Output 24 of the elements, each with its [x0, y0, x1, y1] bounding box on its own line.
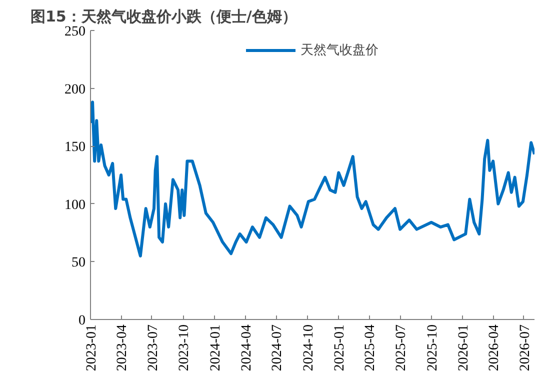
y-tick-label: 100 — [64, 198, 86, 213]
line-series — [90, 100, 534, 258]
x-tick-label: 2024-07 — [270, 324, 286, 372]
x-tick-label: 2024-04 — [239, 324, 254, 372]
x-tick-label: 2025-04 — [363, 324, 378, 372]
x-tick-label: 2023-04 — [115, 324, 130, 372]
x-tick-label: 2025-01 — [332, 324, 348, 372]
x-tick-label: 2026-04 — [487, 324, 502, 372]
y-tick-label: 200 — [64, 82, 86, 98]
chart-title: 图15：天然气收盘价小跌（便士/色姆） — [30, 8, 297, 26]
x-tick-label: 2023-10 — [177, 324, 192, 372]
y-tick-label: 150 — [64, 140, 86, 156]
x-tick-label: 2025-10 — [425, 324, 440, 372]
x-tick-label: 2025-07 — [394, 324, 410, 372]
x-tick-label: 2026-01 — [456, 324, 472, 372]
x-tick-label: 2024-01 — [208, 324, 224, 372]
x-tick-label: 2023-07 — [146, 324, 161, 372]
y-tick-label: 250 — [64, 24, 86, 40]
x-tick-label: 2026-07 — [518, 324, 533, 372]
y-tick-label: 50 — [72, 256, 86, 271]
legend-label: 天然气收盘价 — [300, 42, 378, 59]
x-tick-label: 2024-10 — [301, 324, 316, 372]
x-tick-label: 2023-01 — [84, 324, 100, 372]
y-tick-label: 0 — [78, 314, 86, 328]
